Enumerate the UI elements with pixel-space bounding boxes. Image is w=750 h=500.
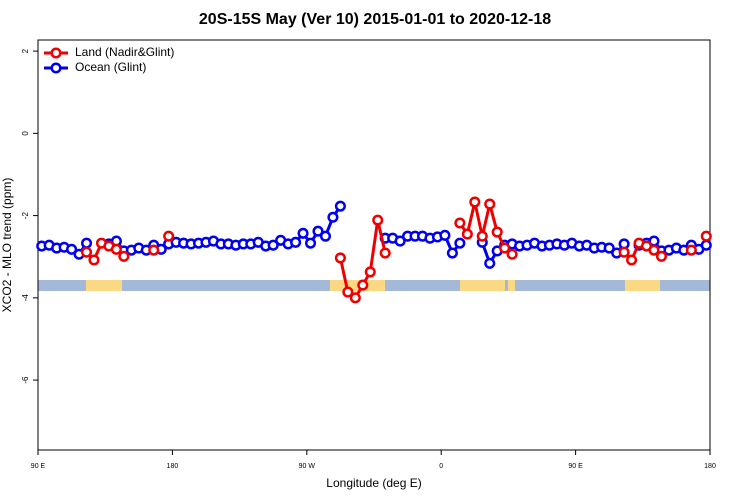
point: [342, 286, 354, 298]
point: [461, 228, 473, 240]
x-tick-label: 90 E: [31, 463, 46, 470]
y-tick-label: -6: [21, 376, 30, 384]
point: [379, 247, 391, 259]
point: [439, 229, 451, 241]
point: [648, 244, 660, 256]
land-ocean-strip: [38, 280, 710, 291]
y-tick-label: 0: [21, 131, 30, 136]
y-axis-label: XCO2 - MLO trend (ppm): [0, 178, 14, 313]
point: [304, 237, 317, 249]
x-axis-label: Longitude (deg E): [326, 476, 421, 490]
point: [327, 211, 339, 223]
point: [685, 244, 697, 256]
point: [80, 237, 93, 249]
point: [312, 225, 324, 237]
point: [334, 252, 346, 264]
point: [499, 242, 511, 254]
point: [118, 250, 130, 262]
point: [349, 292, 361, 304]
legend-marker: [50, 62, 62, 74]
y-tick-label: -4: [21, 294, 30, 302]
point: [454, 237, 466, 249]
point: [148, 244, 160, 256]
point: [476, 230, 488, 242]
point: [357, 279, 369, 291]
point: [267, 239, 279, 251]
point: [454, 217, 466, 229]
point: [372, 214, 384, 226]
point: [80, 246, 93, 258]
land-strip: [625, 280, 660, 291]
point: [700, 230, 712, 242]
y-tick-label: 2: [21, 48, 30, 53]
point: [297, 227, 309, 239]
point: [700, 239, 712, 251]
point: [364, 266, 376, 278]
point: [655, 250, 668, 262]
point: [88, 254, 100, 266]
x-tick-label: 90 E: [568, 463, 583, 470]
point: [626, 254, 638, 266]
point: [491, 226, 503, 238]
x-tick-label: 0: [439, 463, 443, 470]
point: [290, 236, 302, 248]
point: [110, 243, 122, 255]
x-tick-label: 180: [704, 463, 716, 470]
point: [66, 243, 78, 255]
land-strip: [86, 280, 122, 291]
point: [603, 242, 615, 254]
legend-marker: [50, 47, 62, 59]
x-tick-label: 180: [167, 463, 179, 470]
point: [484, 257, 496, 269]
land-strip: [460, 280, 505, 291]
x-tick-label: 90 W: [299, 463, 316, 470]
point: [394, 235, 406, 247]
point: [618, 246, 630, 258]
point: [469, 196, 481, 208]
point: [334, 200, 346, 212]
legend-label: Land (Nadir&Glint): [75, 45, 174, 59]
point: [506, 248, 518, 260]
chart-title: 20S-15S May (Ver 10) 2015-01-01 to 2020-…: [199, 11, 551, 28]
point: [446, 247, 458, 259]
point: [484, 198, 496, 210]
y-tick-label: -2: [21, 211, 30, 219]
point: [163, 230, 175, 242]
land-strip: [508, 280, 515, 291]
legend-label: Ocean (Glint): [75, 60, 146, 74]
point: [319, 230, 332, 242]
